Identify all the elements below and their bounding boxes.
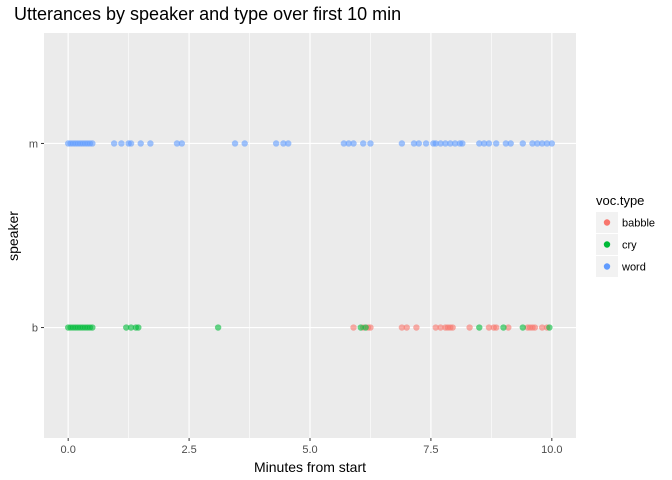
y-tick-label: m bbox=[29, 138, 38, 150]
data-point-word bbox=[410, 140, 418, 147]
data-point-word bbox=[519, 140, 526, 147]
data-point-word bbox=[360, 140, 367, 147]
x-tick-label: 2.5 bbox=[181, 444, 196, 456]
data-point-word bbox=[538, 140, 546, 147]
data-point-word bbox=[340, 140, 348, 147]
data-point-babble bbox=[485, 324, 493, 331]
data-point-cry bbox=[476, 324, 483, 331]
data-point-word bbox=[137, 140, 144, 147]
data-point-word bbox=[534, 140, 541, 147]
data-point-word bbox=[127, 140, 135, 147]
data-point-cry bbox=[214, 324, 222, 331]
data-point-word bbox=[485, 140, 493, 147]
legend-label: word bbox=[621, 262, 646, 274]
data-point-word bbox=[442, 140, 449, 147]
data-points bbox=[64, 140, 556, 331]
data-point-word bbox=[502, 140, 510, 147]
data-point-babble bbox=[437, 324, 444, 331]
legend-label: cry bbox=[622, 240, 637, 252]
data-point-babble bbox=[350, 324, 357, 331]
data-point-word bbox=[459, 140, 466, 147]
data-point-word bbox=[178, 140, 186, 147]
data-point-cry bbox=[362, 324, 369, 331]
data-point-word bbox=[493, 140, 500, 147]
data-point-babble bbox=[449, 324, 456, 331]
data-point-word bbox=[285, 140, 292, 147]
data-point-babble bbox=[398, 324, 406, 331]
legend-label: babble bbox=[622, 218, 655, 230]
data-point-word bbox=[147, 140, 154, 147]
data-point-babble bbox=[403, 324, 410, 331]
data-point-word bbox=[480, 140, 488, 147]
data-point-babble bbox=[538, 324, 546, 331]
data-point-babble bbox=[466, 324, 473, 331]
data-point-babble bbox=[505, 324, 512, 331]
data-point-word bbox=[350, 140, 357, 147]
data-point-word bbox=[272, 140, 280, 147]
data-point-babble bbox=[367, 324, 374, 331]
data-point-word bbox=[529, 140, 536, 147]
data-point-word bbox=[507, 140, 514, 147]
legend-swatch bbox=[603, 263, 611, 270]
x-tick-label: 0.0 bbox=[61, 444, 76, 456]
data-point-word bbox=[367, 140, 374, 147]
x-axis-title: Minutes from start bbox=[254, 459, 366, 475]
data-point-word bbox=[476, 140, 483, 147]
data-point-word bbox=[345, 140, 352, 147]
data-point-word bbox=[231, 140, 239, 147]
y-axis-ticks: bm bbox=[29, 138, 44, 335]
data-point-cry bbox=[127, 324, 135, 331]
legend-swatch bbox=[603, 241, 611, 248]
data-point-word bbox=[437, 140, 444, 147]
data-point-word bbox=[543, 140, 551, 147]
legend-swatch bbox=[603, 219, 611, 226]
data-point-cry bbox=[123, 324, 130, 331]
data-point-word bbox=[280, 140, 287, 147]
data-point-babble bbox=[493, 324, 500, 331]
data-point-word bbox=[173, 140, 181, 147]
data-point-cry bbox=[135, 324, 142, 331]
data-point-babble bbox=[413, 324, 420, 331]
y-tick-label: b bbox=[32, 323, 38, 335]
data-point-word bbox=[451, 140, 459, 147]
y-axis-title: speaker bbox=[5, 211, 21, 261]
data-point-babble bbox=[432, 324, 439, 331]
data-point-cry bbox=[519, 324, 526, 331]
x-tick-label: 5.0 bbox=[302, 444, 317, 456]
data-point-word bbox=[118, 140, 125, 147]
data-point-cry bbox=[89, 324, 96, 331]
legend: voc.type babble cry word bbox=[596, 193, 655, 277]
data-point-babble bbox=[531, 324, 539, 331]
x-tick-label: 10.0 bbox=[541, 444, 562, 456]
data-point-cry bbox=[500, 324, 507, 331]
data-point-word bbox=[110, 140, 118, 147]
data-point-word bbox=[432, 140, 439, 147]
x-tick-label: 7.5 bbox=[423, 444, 438, 456]
x-axis-ticks: 0.0 2.5 5.0 7.5 10.0 bbox=[61, 438, 563, 456]
data-point-cry bbox=[357, 324, 364, 331]
data-point-word bbox=[398, 140, 406, 147]
data-point-word bbox=[89, 140, 96, 147]
data-point-word bbox=[241, 140, 248, 147]
data-point-word bbox=[422, 140, 430, 147]
data-point-word bbox=[548, 140, 556, 147]
data-point-word bbox=[447, 140, 454, 147]
chart-title: Utterances by speaker and type over firs… bbox=[14, 4, 401, 24]
legend-title: voc.type bbox=[596, 193, 644, 208]
data-point-word bbox=[415, 140, 423, 147]
data-point-cry bbox=[546, 324, 553, 331]
